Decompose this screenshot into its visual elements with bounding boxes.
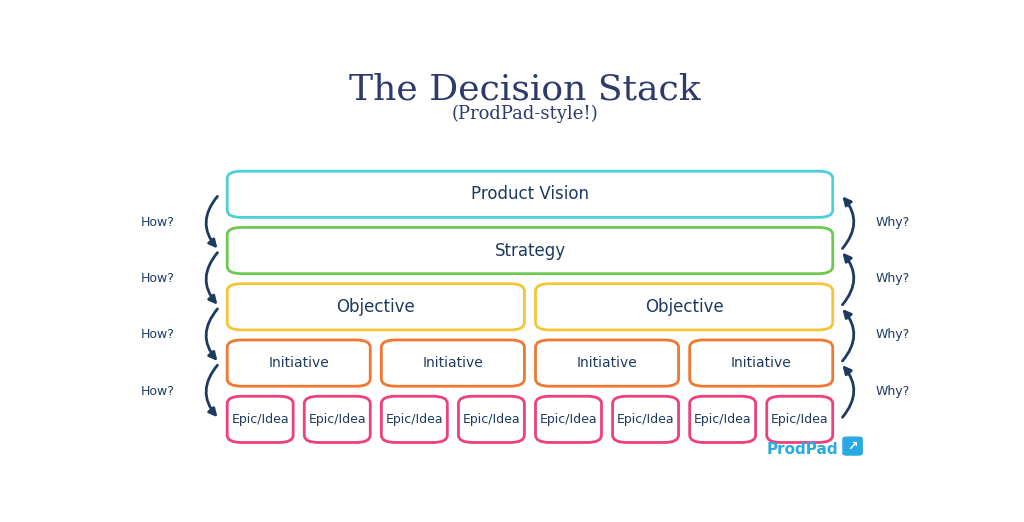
FancyBboxPatch shape bbox=[536, 284, 833, 330]
Text: Epic/Idea: Epic/Idea bbox=[616, 413, 675, 426]
FancyBboxPatch shape bbox=[690, 396, 756, 443]
FancyBboxPatch shape bbox=[536, 396, 601, 443]
FancyBboxPatch shape bbox=[304, 396, 371, 443]
Text: Epic/Idea: Epic/Idea bbox=[463, 413, 520, 426]
Text: Initiative: Initiative bbox=[423, 356, 483, 370]
FancyBboxPatch shape bbox=[381, 396, 447, 443]
Text: Why?: Why? bbox=[876, 216, 909, 229]
Text: How?: How? bbox=[140, 385, 174, 398]
Text: The Decision Stack: The Decision Stack bbox=[349, 73, 700, 106]
FancyBboxPatch shape bbox=[227, 396, 293, 443]
FancyBboxPatch shape bbox=[381, 340, 524, 386]
Text: How?: How? bbox=[140, 328, 174, 341]
Text: Epic/Idea: Epic/Idea bbox=[540, 413, 597, 426]
Text: Epic/Idea: Epic/Idea bbox=[694, 413, 752, 426]
FancyBboxPatch shape bbox=[227, 171, 833, 217]
FancyBboxPatch shape bbox=[690, 340, 833, 386]
FancyBboxPatch shape bbox=[842, 436, 863, 456]
Text: ProdPad: ProdPad bbox=[767, 442, 839, 457]
Text: How?: How? bbox=[140, 272, 174, 285]
Text: Initiative: Initiative bbox=[268, 356, 329, 370]
FancyBboxPatch shape bbox=[227, 284, 524, 330]
Text: Strategy: Strategy bbox=[495, 242, 565, 259]
Text: Epic/Idea: Epic/Idea bbox=[308, 413, 366, 426]
Text: Epic/Idea: Epic/Idea bbox=[771, 413, 828, 426]
FancyBboxPatch shape bbox=[459, 396, 524, 443]
Text: How?: How? bbox=[140, 216, 174, 229]
Text: Initiative: Initiative bbox=[577, 356, 637, 370]
Text: Objective: Objective bbox=[337, 298, 415, 316]
Text: Objective: Objective bbox=[645, 298, 724, 316]
Text: Why?: Why? bbox=[876, 328, 909, 341]
Text: Why?: Why? bbox=[876, 385, 909, 398]
Text: Epic/Idea: Epic/Idea bbox=[385, 413, 443, 426]
Text: Initiative: Initiative bbox=[731, 356, 792, 370]
Text: Epic/Idea: Epic/Idea bbox=[231, 413, 289, 426]
FancyBboxPatch shape bbox=[767, 396, 833, 443]
Text: Product Vision: Product Vision bbox=[471, 185, 589, 203]
Text: Why?: Why? bbox=[876, 272, 909, 285]
FancyBboxPatch shape bbox=[612, 396, 679, 443]
FancyBboxPatch shape bbox=[227, 340, 371, 386]
Text: ↗: ↗ bbox=[847, 440, 858, 453]
FancyBboxPatch shape bbox=[227, 228, 833, 274]
Text: (ProdPad-style!): (ProdPad-style!) bbox=[452, 105, 598, 123]
FancyBboxPatch shape bbox=[536, 340, 679, 386]
